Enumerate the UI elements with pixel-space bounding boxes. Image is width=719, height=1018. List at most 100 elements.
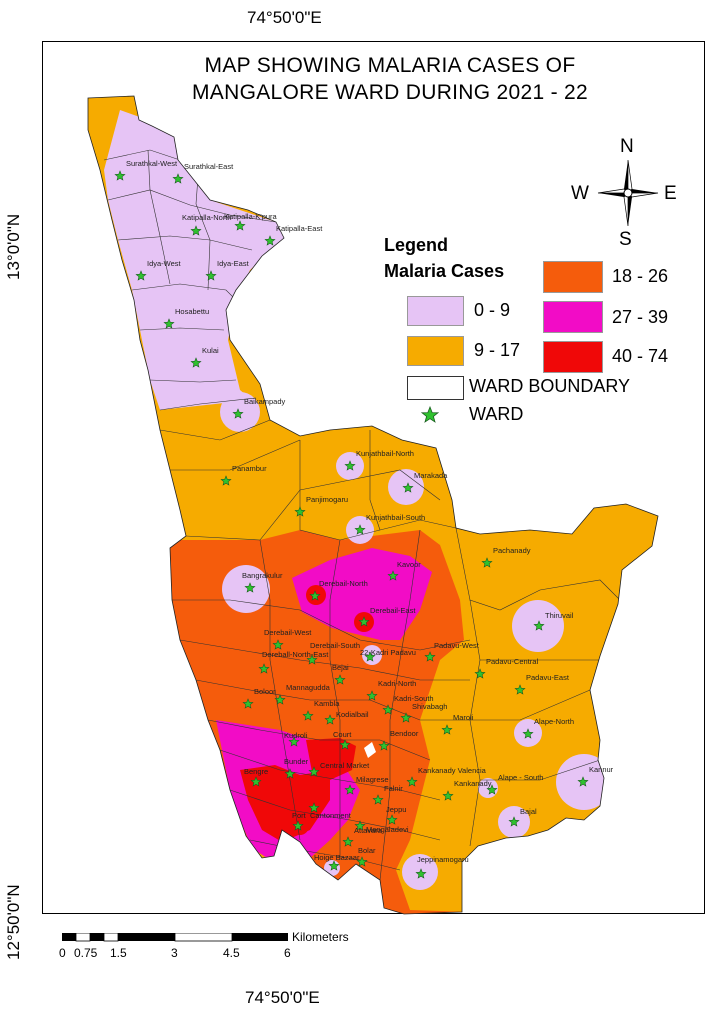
ward-kambla: Kambla bbox=[302, 699, 340, 721]
ward-star-icon bbox=[163, 318, 175, 329]
ward-label: Padavu-Central bbox=[486, 657, 538, 666]
ward-label: Derebail-South bbox=[310, 641, 360, 650]
ward-attavara: Attavara bbox=[342, 826, 383, 847]
ward-boundaries bbox=[103, 149, 621, 881]
ward-star-icon bbox=[442, 790, 454, 801]
ward-kunjathbail-south: Kunjathbail-South bbox=[354, 513, 425, 535]
ward-idya-west: Idya-West bbox=[135, 259, 182, 281]
ward-star-icon bbox=[308, 802, 320, 813]
scale-tick-3: 3 bbox=[171, 946, 178, 960]
ward-star-icon bbox=[234, 220, 246, 231]
ward-star-icon bbox=[190, 225, 202, 236]
ward-derebail-south: Derebail-South bbox=[306, 641, 360, 665]
legend-label-0-9: 0 - 9 bbox=[474, 300, 511, 320]
ward-star-icon bbox=[577, 776, 589, 787]
ward-label: Padavu-East bbox=[526, 673, 570, 682]
ward-label: Bengre bbox=[244, 767, 268, 776]
ward-surathkal-east: Surathkal-East bbox=[172, 162, 234, 184]
ward-star-icon bbox=[514, 684, 526, 695]
compass-e: E bbox=[664, 183, 677, 204]
ward-star-icon bbox=[308, 766, 320, 777]
ward-label: Port bbox=[292, 811, 307, 820]
ward-kavoor: Kavoor bbox=[387, 560, 421, 581]
ward-label: Bolar bbox=[358, 846, 376, 855]
legend-swatch-40-74 bbox=[543, 341, 603, 373]
legend-label-ward: WARD bbox=[469, 404, 524, 424]
ward-star-icon bbox=[274, 694, 286, 705]
ward-star-icon bbox=[402, 482, 414, 493]
ward-label: Pachanady bbox=[493, 546, 531, 555]
ward-star-icon bbox=[508, 816, 520, 827]
ward-star-icon bbox=[481, 557, 493, 568]
ward-22-kadri-padavu: 22-Kadri Padavu bbox=[360, 648, 416, 662]
ward-bendoor: Bendoor bbox=[378, 729, 419, 751]
ward-label: Attavara bbox=[354, 826, 383, 835]
ward-label: Jeppinamogaru bbox=[417, 855, 469, 864]
ward-star-icon bbox=[387, 570, 399, 581]
ward-label: Mannagudda bbox=[286, 683, 331, 692]
ward-star-icon bbox=[328, 860, 340, 871]
ward-label: Panambur bbox=[232, 464, 267, 473]
ward-kunjathbail-north: Kunjathbail-North bbox=[344, 449, 414, 471]
legend-swatch-0-9 bbox=[407, 296, 464, 326]
legend-swatch-27-39 bbox=[543, 301, 603, 333]
ward-label: Marakada bbox=[414, 471, 448, 480]
ward-star-icon bbox=[344, 460, 356, 471]
ward-shivabagh: Shivabagh bbox=[400, 702, 447, 723]
ward-star-icon bbox=[522, 728, 534, 739]
ward-label: Bajal bbox=[520, 807, 537, 816]
ward-label: Surathkal-West bbox=[126, 159, 178, 168]
class-0-9-north-fill bbox=[104, 110, 284, 410]
ward-label: Shivabagh bbox=[412, 702, 447, 711]
compass-w: W bbox=[571, 183, 589, 204]
ward-mannagudda: Mannagudda bbox=[274, 683, 331, 705]
ward-label: Kulai bbox=[202, 346, 219, 355]
ward-milagrese: Milagrese bbox=[344, 775, 389, 795]
ward-label: Maroli bbox=[453, 713, 474, 722]
scale-tick-0: 0 bbox=[59, 946, 66, 960]
legend-heading-line2: Malaria Cases bbox=[384, 261, 505, 281]
legend-label-18-26: 18 - 26 bbox=[612, 266, 669, 286]
ward-star-icon bbox=[372, 794, 384, 805]
ward-star-icon bbox=[354, 524, 366, 535]
ward-label: Katipalla-K'pura bbox=[224, 212, 278, 221]
ward-padavu-west: Padavu-West bbox=[424, 641, 480, 662]
ward-star-icon bbox=[292, 820, 304, 831]
ward-label: Jeppu bbox=[386, 805, 406, 814]
ward-label: Court bbox=[333, 730, 352, 739]
ward-label: Cantonment bbox=[310, 811, 352, 820]
ward-label: Bunder bbox=[284, 757, 309, 766]
ward-label: Idya-West bbox=[147, 259, 182, 268]
ward-panjimogaru: Panjimogaru bbox=[294, 495, 348, 517]
choropleth-layer bbox=[88, 96, 658, 914]
ward-jeppu: Jeppu bbox=[386, 805, 406, 825]
ward-derebail-east: Derebail-East bbox=[358, 606, 416, 627]
ward-alape-south: Alape - South bbox=[486, 773, 543, 795]
class-40-74-court-fill bbox=[306, 738, 356, 780]
ward-kulai: Kulai bbox=[190, 346, 219, 368]
ward-cantonment: Cantonment bbox=[308, 802, 352, 820]
compass-s: S bbox=[619, 229, 632, 250]
ward-star-icon bbox=[415, 868, 427, 879]
scale-tick-45: 4.5 bbox=[223, 946, 240, 960]
ward-label: Bejai bbox=[332, 663, 349, 672]
ward-kodialbail: Kodialbail bbox=[324, 710, 369, 725]
ward-label: Kavoor bbox=[397, 560, 421, 569]
ward-star-icon bbox=[288, 736, 300, 747]
ward-label: Kadri-North bbox=[378, 679, 416, 688]
ward-star-icon bbox=[486, 784, 498, 795]
ward-star-icon bbox=[258, 663, 270, 674]
ward-alape-north: Alape-North bbox=[522, 717, 574, 739]
ward-bangrakulur: Bangrakulur bbox=[242, 571, 283, 593]
ward-label: Bendoor bbox=[390, 729, 419, 738]
ward-star-icon bbox=[302, 710, 314, 721]
ward-star-icon bbox=[358, 616, 370, 627]
ward-label: Dereball-North-East bbox=[262, 650, 329, 659]
ward-label: Kankanady Valencia bbox=[418, 766, 487, 775]
ward-label: Mangaladevi bbox=[366, 825, 409, 834]
ward-label: Kambla bbox=[314, 699, 340, 708]
legend-label-40-74: 40 - 74 bbox=[612, 346, 669, 366]
city-boundary bbox=[87, 95, 659, 915]
ward-central-market: Central Market bbox=[308, 761, 370, 777]
